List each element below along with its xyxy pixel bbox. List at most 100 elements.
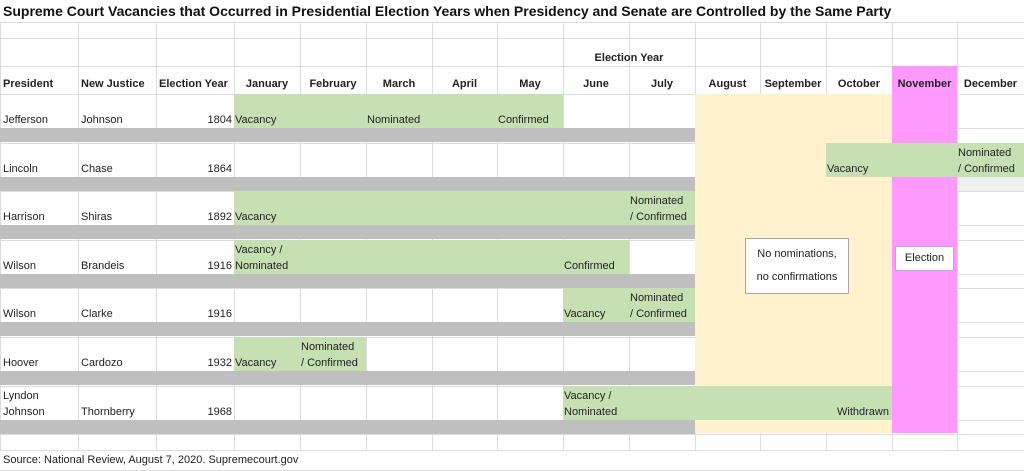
event-label: Nominated / Confirmed [958,145,1015,177]
election-label: Election [895,246,954,271]
month-header-november: November [897,78,952,90]
no-nominations-note: No nominations, no confirmations [745,238,849,294]
event-label: Vacancy [235,112,276,128]
event-label: Vacancy / Nominated [235,242,288,274]
election-year-cell: 1916 [207,308,232,321]
month-header-september: September [764,78,822,90]
activity-bar [826,142,1024,177]
event-label: Nominated / Confirmed [630,193,687,225]
activity-bar [234,191,695,226]
justice-cell: Thornberry [81,405,135,418]
election-year-cell: 1916 [207,259,232,272]
grid-row-line [0,142,1024,144]
column-header: New Justice [81,78,145,90]
row-separator [0,176,695,191]
column-header: President [3,78,54,90]
event-text: / Confirmed [301,357,358,369]
month-header-august: August [708,78,747,90]
month-header-april: April [451,78,478,90]
event-text: Vacancy [235,114,277,126]
president-name: Harrison [3,211,45,224]
month-header-october: October [837,78,881,90]
grid-row-line [0,337,1024,338]
grid-row-line [0,22,1024,23]
event-text: Vacancy [235,357,277,369]
event-text: Nominated [235,259,289,272]
group-header: Election Year [594,52,664,64]
president-name: Hoover [3,357,39,369]
grid-row-line [0,450,1024,451]
election-year-cell: 1968 [207,405,232,418]
row-separator [0,273,695,288]
president-cell: Lyndon Johnson [3,388,45,420]
justice-cell: Brandeis [81,259,125,272]
event-text: Confirmed [498,114,549,126]
event-label: Vacancy [235,355,276,371]
event-text: Nominated [958,146,1012,159]
row-separator [0,128,695,142]
note-text: no confirmations [756,271,838,283]
activity-bar [563,385,892,420]
page-title: Supreme Court Vacancies that Occurred in… [3,3,892,19]
election-year-cell: 1804 [207,114,232,126]
event-label: Nominated [367,112,420,128]
president-cell: Wilson [3,258,36,274]
event-text: Withdrawn [837,405,889,418]
event-text: / Confirmed [958,162,1015,175]
event-text: Confirmed [564,259,615,272]
president-cell: Harrison [3,209,45,225]
event-label: Nominated / Confirmed [301,339,358,371]
note-text: No nominations, [757,248,837,260]
event-text: / Confirmed [630,211,687,224]
president-name: Lincoln [3,162,38,175]
president-name: Wilson [3,259,37,272]
activity-bar [234,239,629,274]
row-separator [0,322,695,337]
row-separator [0,371,695,385]
source-note: Source: National Review, August 7, 2020.… [3,454,299,466]
president-cell: Lincoln [3,161,38,177]
grid-row-line [0,66,1024,67]
president-name: Wilson [3,308,37,321]
event-text: Vacancy [827,162,869,175]
activity-bar [234,337,366,371]
event-text: Nominated [367,114,421,126]
justice-cell: Chase [81,162,113,175]
activity-bar [234,94,563,128]
row-separator [0,225,695,240]
row-separator [0,419,695,434]
grid-row-line [0,385,1024,387]
event-label: Vacancy [827,161,868,177]
event-label: Confirmed [564,258,615,274]
event-text: Vacancy / [235,243,283,256]
president-name: Jefferson [3,114,49,126]
president-name: Lyndon [3,389,39,402]
event-text: Nominated [564,405,618,418]
event-label: Confirmed [498,112,549,128]
month-header-may: May [519,78,541,90]
event-label: Vacancy [235,209,276,225]
event-text: Vacancy [564,308,606,321]
month-header-january: January [245,78,289,90]
event-text: Nominated [301,341,355,353]
month-header-june: June [583,78,609,90]
grid-row-line [0,434,1024,436]
justice-cell: Cardozo [81,357,123,369]
grid-row-line [0,288,1024,290]
justice-cell: Shiras [81,211,113,224]
event-text: Vacancy / [564,389,612,402]
justice-cell: Clarke [81,308,113,321]
election-year-cell: 1864 [207,162,232,175]
event-text: Nominated [630,195,684,208]
event-text: / Confirmed [630,308,687,321]
grid-row-line [0,38,1024,39]
month-header-december: December [963,78,1018,90]
justice-cell: Johnson [81,114,123,126]
president-name: Johnson [3,405,45,418]
president-cell: Wilson [3,306,36,322]
month-header-february: February [309,78,357,90]
grid-column-line [957,22,958,450]
event-label: Vacancy [564,306,605,322]
event-label: Nominated / Confirmed [630,290,687,322]
event-text: Vacancy [235,211,277,224]
